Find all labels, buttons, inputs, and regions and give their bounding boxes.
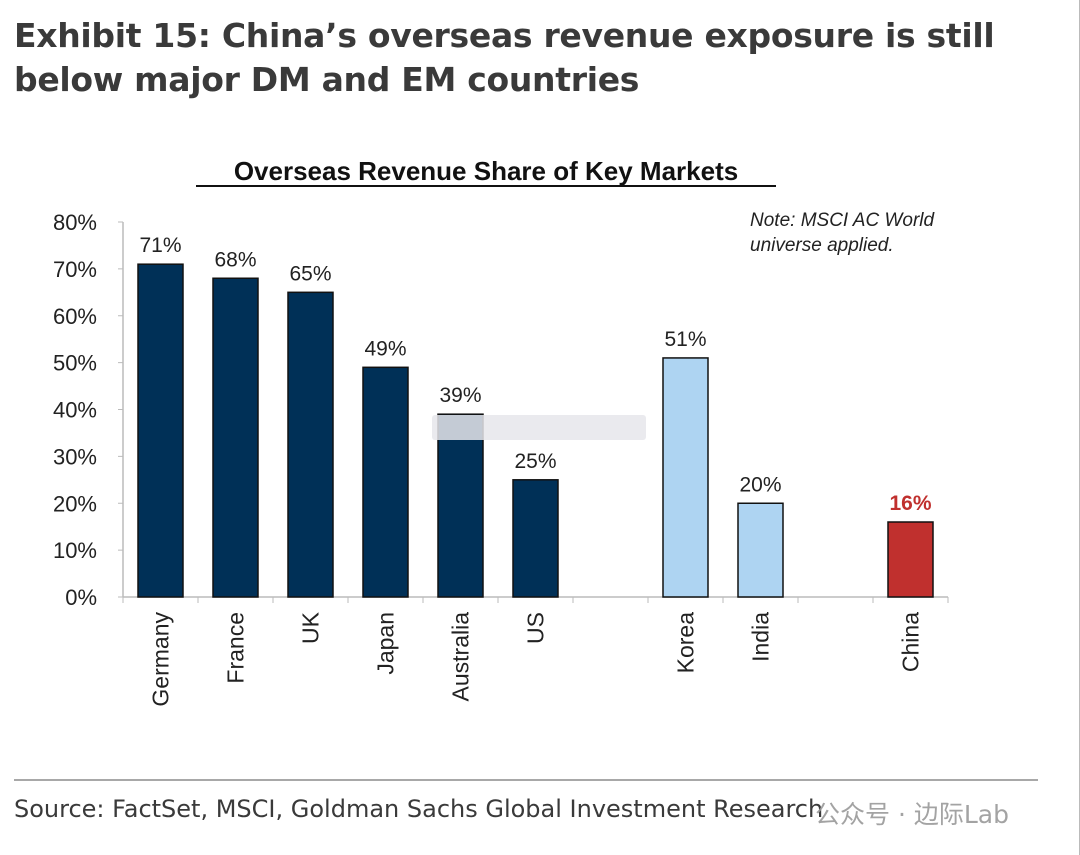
y-tick-label: 10%: [53, 538, 97, 563]
x-tick-label: US: [523, 612, 549, 644]
exhibit-title: Exhibit 15: China’s overseas revenue exp…: [14, 14, 995, 102]
chart-note-line1: Note: MSCI AC World: [750, 210, 935, 231]
data-label: 65%: [289, 262, 331, 285]
exhibit-title-line2: below major DM and EM countries: [14, 60, 640, 99]
x-axis: Germany France UK Japan Australia US Korea Indi…: [122, 596, 949, 707]
data-label: 68%: [214, 248, 256, 271]
y-tick-label: 40%: [53, 398, 97, 423]
exhibit-title-line1: Exhibit 15: China’s overseas revenue exp…: [14, 16, 995, 55]
bar-chart: Overseas Revenue Share of Key Markets No…: [53, 156, 949, 707]
bar-australia: [437, 413, 484, 598]
y-tick-label: 30%: [53, 444, 97, 469]
bar-france: [212, 277, 259, 598]
bar-germany: [137, 263, 184, 598]
bar-japan: [362, 366, 409, 598]
bar-india: [737, 502, 784, 598]
y-tick-label: 80%: [53, 210, 97, 235]
bar-uk: [287, 291, 334, 598]
bars: 71% 68% 65% 49% 39% 25% 51% 20% 16%: [137, 234, 934, 598]
y-tick-label: 70%: [53, 257, 97, 282]
data-label: 16%: [889, 492, 931, 515]
watermark-overlay: [432, 415, 646, 440]
x-tick-label: Australia: [448, 612, 474, 702]
x-tick-label: India: [748, 612, 774, 662]
watermark: 公众号 · 边际Lab: [815, 800, 1009, 829]
x-tick-label: Japan: [373, 612, 399, 675]
x-tick-label: UK: [298, 611, 324, 644]
bar-china: [887, 521, 934, 598]
data-label: 39%: [439, 384, 481, 407]
data-label: 51%: [664, 328, 706, 351]
x-tick-label: Germany: [148, 612, 174, 707]
y-tick-label: 0%: [65, 585, 97, 610]
chart-note-line2: universe applied.: [750, 235, 894, 256]
y-axis: 0% 10% 20% 30% 40% 50% 60% 70% 80%: [53, 210, 124, 610]
y-tick-label: 20%: [53, 491, 97, 516]
divider: [14, 779, 1038, 781]
chart-title: Overseas Revenue Share of Key Markets: [234, 156, 738, 186]
y-tick-label: 60%: [53, 304, 97, 329]
x-tick-label: France: [223, 612, 249, 684]
bar-korea: [662, 357, 709, 598]
bar-us: [512, 479, 559, 598]
source-note: Source: FactSet, MSCI, Goldman Sachs Glo…: [14, 795, 824, 823]
data-label: 20%: [739, 473, 781, 496]
data-label: 49%: [364, 337, 406, 360]
x-tick-label: Korea: [673, 612, 699, 674]
y-tick-label: 50%: [53, 351, 97, 376]
data-label: 25%: [514, 450, 556, 473]
x-tick-label: China: [898, 612, 924, 672]
data-label: 71%: [139, 234, 181, 257]
